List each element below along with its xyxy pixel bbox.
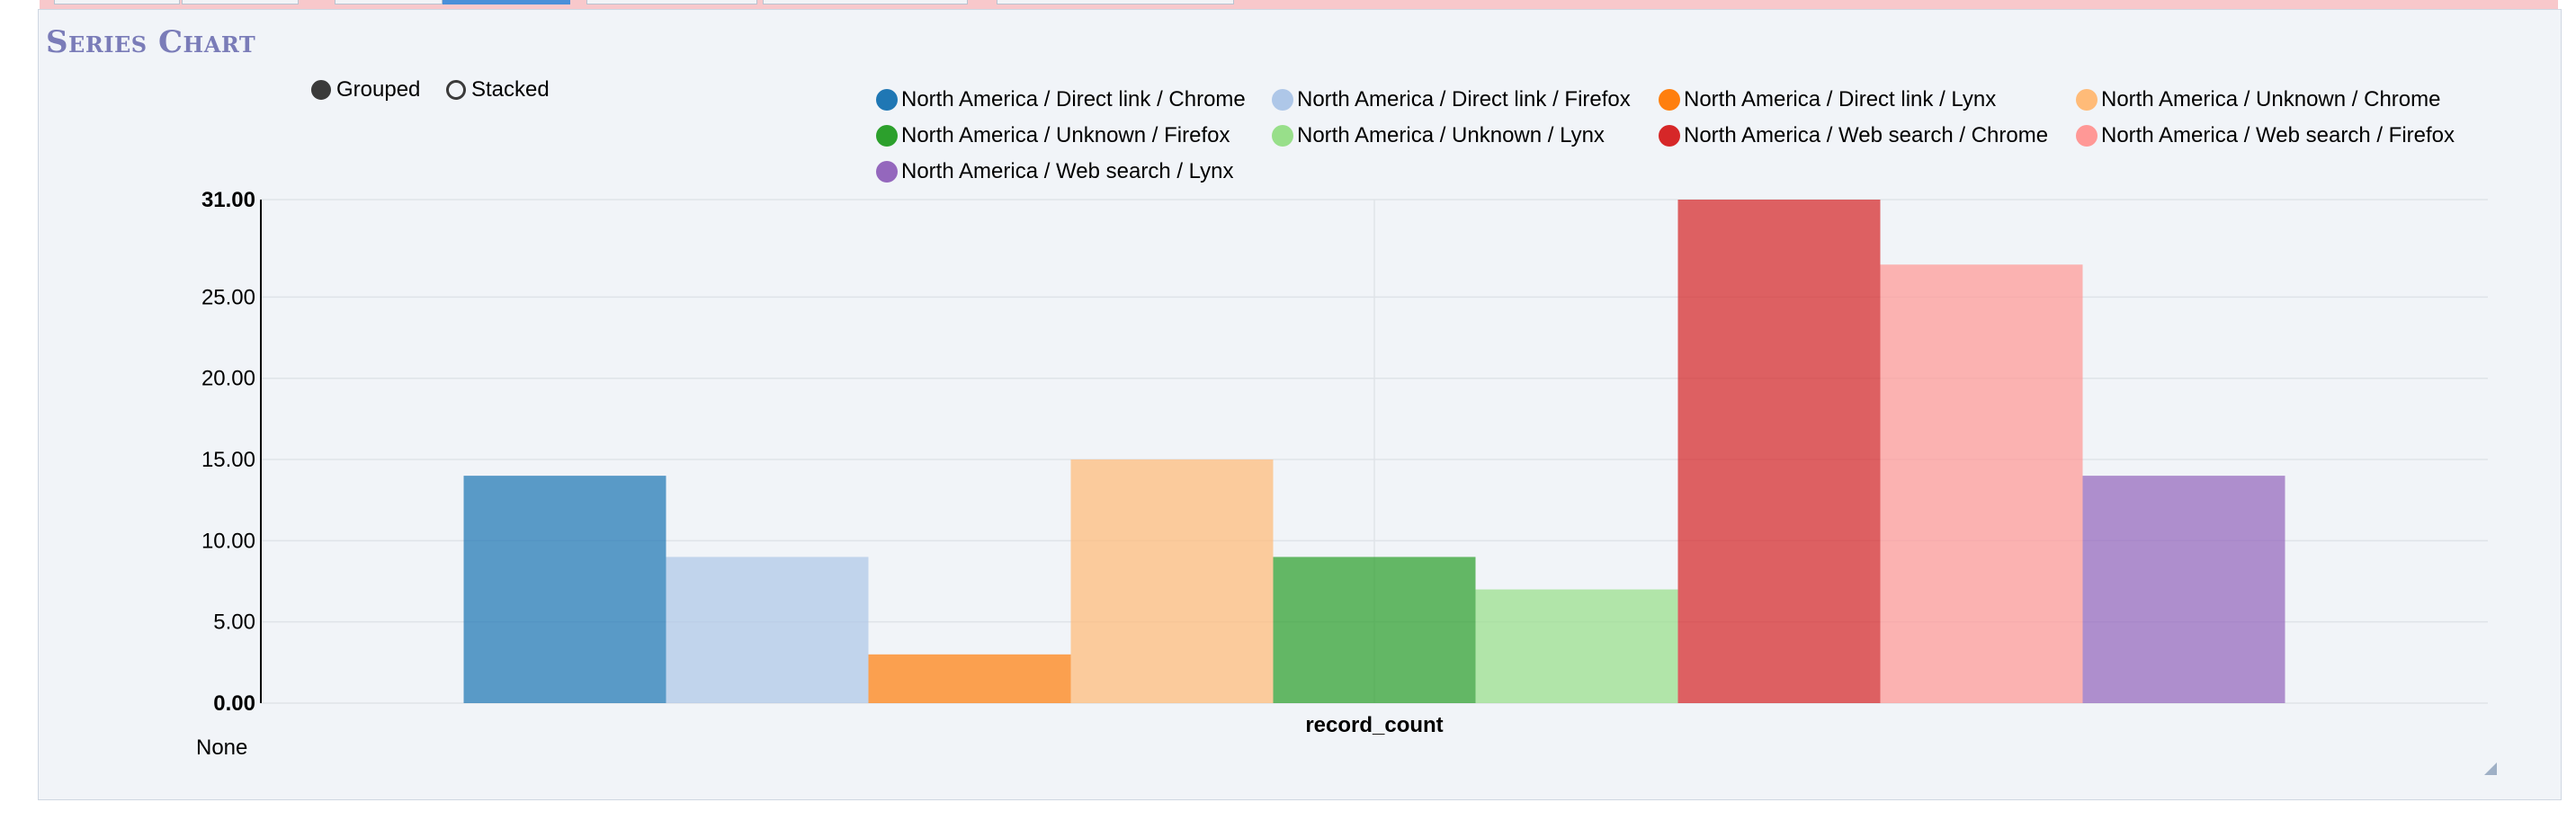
radio-unselected-icon <box>446 80 466 100</box>
bar[interactable] <box>868 654 1071 703</box>
legend-swatch-icon <box>1659 89 1680 111</box>
y-axis: 0.00 5.00 10.00 15.00 20.00 25.00 31.00 <box>201 188 262 716</box>
top-tab[interactable] <box>586 0 757 4</box>
bars <box>463 200 2285 703</box>
y-tick-label: 0.00 <box>213 691 255 716</box>
bar[interactable] <box>1273 557 1476 703</box>
y-tick-label: 31.00 <box>201 188 255 212</box>
top-tab[interactable] <box>997 0 1234 4</box>
legend-label: North America / Unknown / Lynx <box>1297 123 1605 147</box>
y-tick-label: 5.00 <box>213 611 255 635</box>
legend-swatch-icon <box>1659 125 1680 147</box>
stacked-label: Stacked <box>471 77 550 102</box>
legend-label: North America / Web search / Lynx <box>901 159 1234 183</box>
radio-selected-icon <box>311 80 331 100</box>
legend-item[interactable]: North America / Unknown / Firefox <box>876 122 1230 149</box>
bar[interactable] <box>2082 476 2285 703</box>
y-tick-label: 25.00 <box>201 285 255 309</box>
bar[interactable] <box>1475 589 1678 703</box>
panel-title: Series Chart <box>46 24 256 60</box>
grouped-label: Grouped <box>336 77 421 102</box>
top-tab-strip <box>40 0 2558 9</box>
legend-swatch-icon <box>876 125 898 147</box>
legend-item[interactable]: North America / Direct link / Lynx <box>1659 86 1996 113</box>
legend-item[interactable]: North America / Web search / Lynx <box>876 158 1233 185</box>
y-tick-label: 15.00 <box>201 448 255 472</box>
y-tick-label: 10.00 <box>201 529 255 553</box>
legend-label: North America / Direct link / Lynx <box>1684 87 1997 111</box>
legend-label: North America / Unknown / Firefox <box>901 123 1230 147</box>
bar[interactable] <box>1677 200 1881 703</box>
legend-swatch-icon <box>2076 125 2097 147</box>
top-tab[interactable] <box>335 0 443 4</box>
legend-item[interactable]: North America / Unknown / Lynx <box>1272 122 1605 149</box>
footer-text: None <box>196 735 248 760</box>
top-tab[interactable] <box>763 0 968 4</box>
top-tab[interactable] <box>54 0 180 4</box>
legend-item[interactable]: North America / Direct link / Chrome <box>876 86 1246 113</box>
legend-swatch-icon <box>1272 89 1293 111</box>
bar[interactable] <box>1880 264 2083 703</box>
legend-item[interactable]: North America / Web search / Chrome <box>1659 122 2048 149</box>
top-tab[interactable] <box>182 0 299 4</box>
bar[interactable] <box>666 557 869 703</box>
bar[interactable] <box>1070 459 1274 703</box>
legend-label: North America / Web search / Chrome <box>1684 123 2049 147</box>
bar[interactable] <box>463 476 666 703</box>
resize-handle-icon[interactable] <box>2482 761 2497 775</box>
legend-swatch-icon <box>1272 125 1293 147</box>
legend-swatch-icon <box>2076 89 2097 111</box>
x-axis-label: record_count <box>1305 713 1443 737</box>
legend-swatch-icon <box>876 161 898 183</box>
legend-swatch-icon <box>876 89 898 111</box>
legend-label: North America / Direct link / Chrome <box>901 87 1246 111</box>
grouped-radio[interactable]: Grouped <box>311 76 420 103</box>
legend-label: North America / Direct link / Firefox <box>1297 87 1631 111</box>
legend-item[interactable]: North America / Unknown / Chrome <box>2076 86 2440 113</box>
legend-item[interactable]: North America / Direct link / Firefox <box>1272 86 1631 113</box>
top-tab-active[interactable] <box>443 0 570 4</box>
legend-item[interactable]: North America / Web search / Firefox <box>2076 122 2455 149</box>
stacked-radio[interactable]: Stacked <box>446 76 550 103</box>
legend-label: North America / Web search / Firefox <box>2101 123 2455 147</box>
y-tick-label: 20.00 <box>201 367 255 391</box>
legend-label: North America / Unknown / Chrome <box>2101 87 2441 111</box>
